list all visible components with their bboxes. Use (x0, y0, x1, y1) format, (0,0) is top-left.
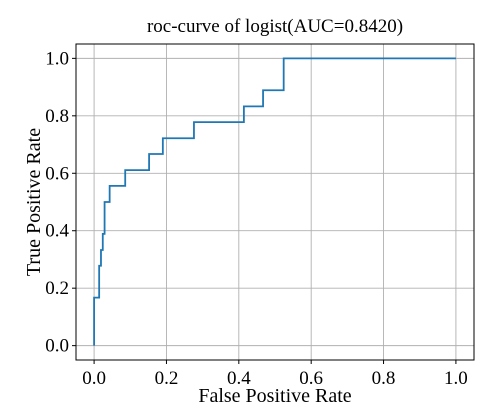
grid-layer (76, 44, 474, 360)
x-tick-label: 0.8 (372, 368, 396, 389)
y-axis-label: True Positive Rate (23, 128, 45, 276)
y-tick-label: 0.0 (45, 336, 69, 357)
y-tick-label: 1.0 (45, 48, 69, 69)
x-tick-label: 1.0 (444, 368, 468, 389)
x-tick-label: 0.6 (299, 368, 323, 389)
y-tick-label: 0.8 (45, 106, 69, 127)
y-tick-label: 0.2 (45, 278, 69, 299)
x-axis-label: False Positive Rate (198, 385, 351, 407)
x-tick-label: 0.4 (227, 368, 251, 389)
roc-curve-line (93, 57, 456, 346)
chart-title: roc-curve of logist(AUC=0.8420) (147, 16, 403, 37)
plot-frame (75, 43, 475, 361)
y-tick-label: 0.6 (45, 163, 69, 184)
y-tick-label: 0.4 (45, 221, 69, 242)
tick-layer: 0.0 0.2 0.4 0.6 0.8 1.0 0.0 0.2 0.4 0.6 0.8 1.0 (45, 48, 468, 389)
x-tick-label: 0.2 (155, 368, 179, 389)
x-tick-label: 0.0 (82, 368, 106, 389)
series-layer (93, 57, 456, 346)
